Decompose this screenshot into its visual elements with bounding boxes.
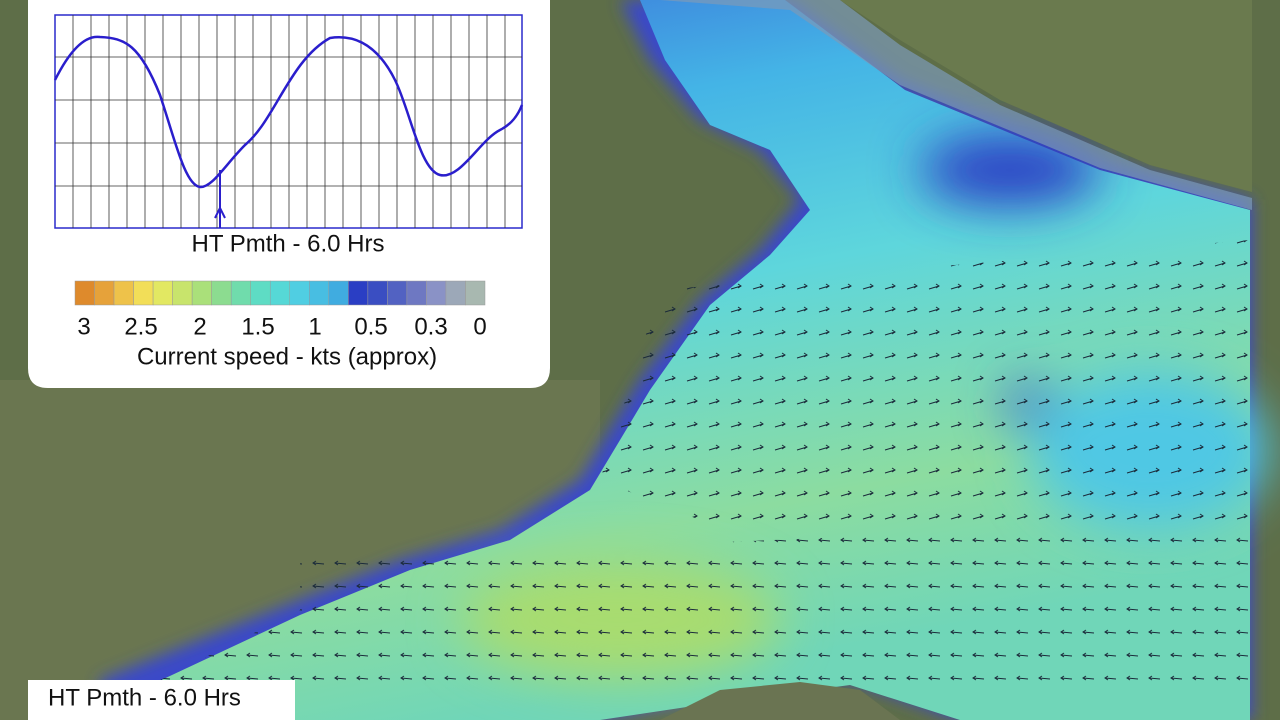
tide-curve (53, 35, 524, 189)
legend-label: 2 (193, 313, 206, 340)
legend-label: 1.5 (241, 313, 274, 340)
tide-grid (55, 15, 522, 228)
current-arrows (600, 240, 1250, 520)
color-swatch (269, 280, 291, 306)
color-swatch (250, 280, 271, 306)
legend-label: 1 (308, 313, 321, 340)
color-swatch (152, 280, 173, 306)
tide-graph (54, 14, 523, 229)
legend-label: 0.3 (414, 313, 447, 340)
footer-label: HT Pmth - 6.0 Hrs (48, 684, 241, 711)
color-swatch (230, 280, 251, 306)
color-bar: 3 2.5 2 1.5 1 0.5 0.3 0 (74, 280, 487, 340)
river (660, 0, 1252, 210)
color-swatch (289, 280, 310, 306)
color-swatch (465, 280, 486, 306)
land-north (840, 0, 1252, 192)
color-swatch (445, 280, 466, 306)
color-swatch (74, 280, 95, 306)
color-swatch (133, 280, 154, 306)
color-swatch (328, 280, 349, 306)
color-swatch (211, 280, 232, 306)
color-swatch (367, 280, 388, 306)
color-swatch (113, 280, 134, 306)
color-swatch (348, 280, 369, 306)
color-swatch (426, 280, 447, 306)
color-swatch (406, 280, 427, 306)
color-swatch (309, 280, 330, 306)
color-swatch (94, 280, 115, 306)
time-marker-head (214, 205, 226, 219)
legend-label: 0.5 (354, 313, 387, 340)
legend-label: 0 (473, 313, 486, 340)
color-swatch (191, 280, 212, 306)
legend-label: 2.5 (124, 313, 157, 340)
tide-label: HT Pmth - 6.0 Hrs (192, 230, 385, 257)
footer-box (28, 680, 295, 720)
color-swatch (172, 280, 193, 306)
legend-caption: Current speed - kts (approx) (137, 343, 437, 370)
legend-label: 3 (77, 313, 90, 340)
land-south (660, 682, 900, 720)
color-swatch (387, 280, 408, 306)
current-arrows (140, 520, 1250, 690)
